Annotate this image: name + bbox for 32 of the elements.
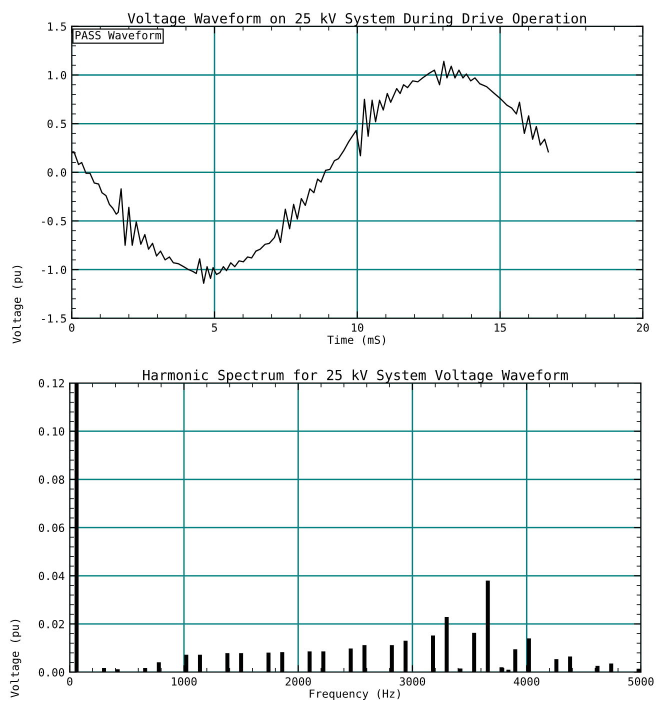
x-tick-label: 5000 bbox=[628, 677, 654, 686]
x-tick-label: 20 bbox=[637, 323, 649, 332]
y-tick-label: 0.08 bbox=[38, 475, 64, 484]
y-axis-title: Voltage (pu) bbox=[12, 266, 24, 344]
y-tick-label: 0.12 bbox=[38, 379, 64, 388]
x-tick-label: 10 bbox=[352, 323, 364, 332]
x-tick-label: 15 bbox=[494, 324, 506, 332]
x-tick-label: 0 bbox=[69, 323, 74, 332]
y-tick-label: 1.0 bbox=[48, 71, 66, 80]
y-tick-label: 0.10 bbox=[38, 427, 64, 436]
x-axis-title: Frequency (Hz) bbox=[310, 689, 400, 700]
y-tick-label: -1.0 bbox=[42, 266, 66, 274]
annotation: PASS Waveform bbox=[76, 30, 162, 40]
x-tick-label: 2000 bbox=[286, 677, 311, 686]
y-tick-label: -1.5 bbox=[42, 314, 66, 323]
chart-title: Voltage Waveform on 25 kV System During Drive Operation bbox=[128, 12, 586, 26]
x-axis-title: Time (mS) bbox=[327, 335, 386, 346]
y-tick-label: 0.06 bbox=[38, 524, 64, 532]
y-tick-label: 0.5 bbox=[48, 120, 66, 128]
y-tick-label: 0.0 bbox=[48, 168, 66, 177]
chart-title: Harmonic Spectrum for 25 kV System Voltage Waveform bbox=[143, 369, 568, 384]
x-tick-label: 0 bbox=[67, 677, 72, 686]
y-axis-title: Voltage (pu) bbox=[10, 620, 22, 698]
y-tick-label: 0.02 bbox=[38, 620, 64, 628]
y-tick-label: 0.00 bbox=[38, 668, 64, 677]
x-tick-label: 4000 bbox=[514, 677, 540, 686]
y-tick-label: 0.04 bbox=[38, 572, 64, 580]
y-tick-label: -0.5 bbox=[42, 216, 66, 226]
x-tick-label: 5 bbox=[212, 324, 217, 332]
y-tick-label: 1.5 bbox=[48, 22, 66, 31]
x-tick-label: 3000 bbox=[400, 677, 426, 686]
x-tick-label: 1000 bbox=[172, 677, 197, 686]
